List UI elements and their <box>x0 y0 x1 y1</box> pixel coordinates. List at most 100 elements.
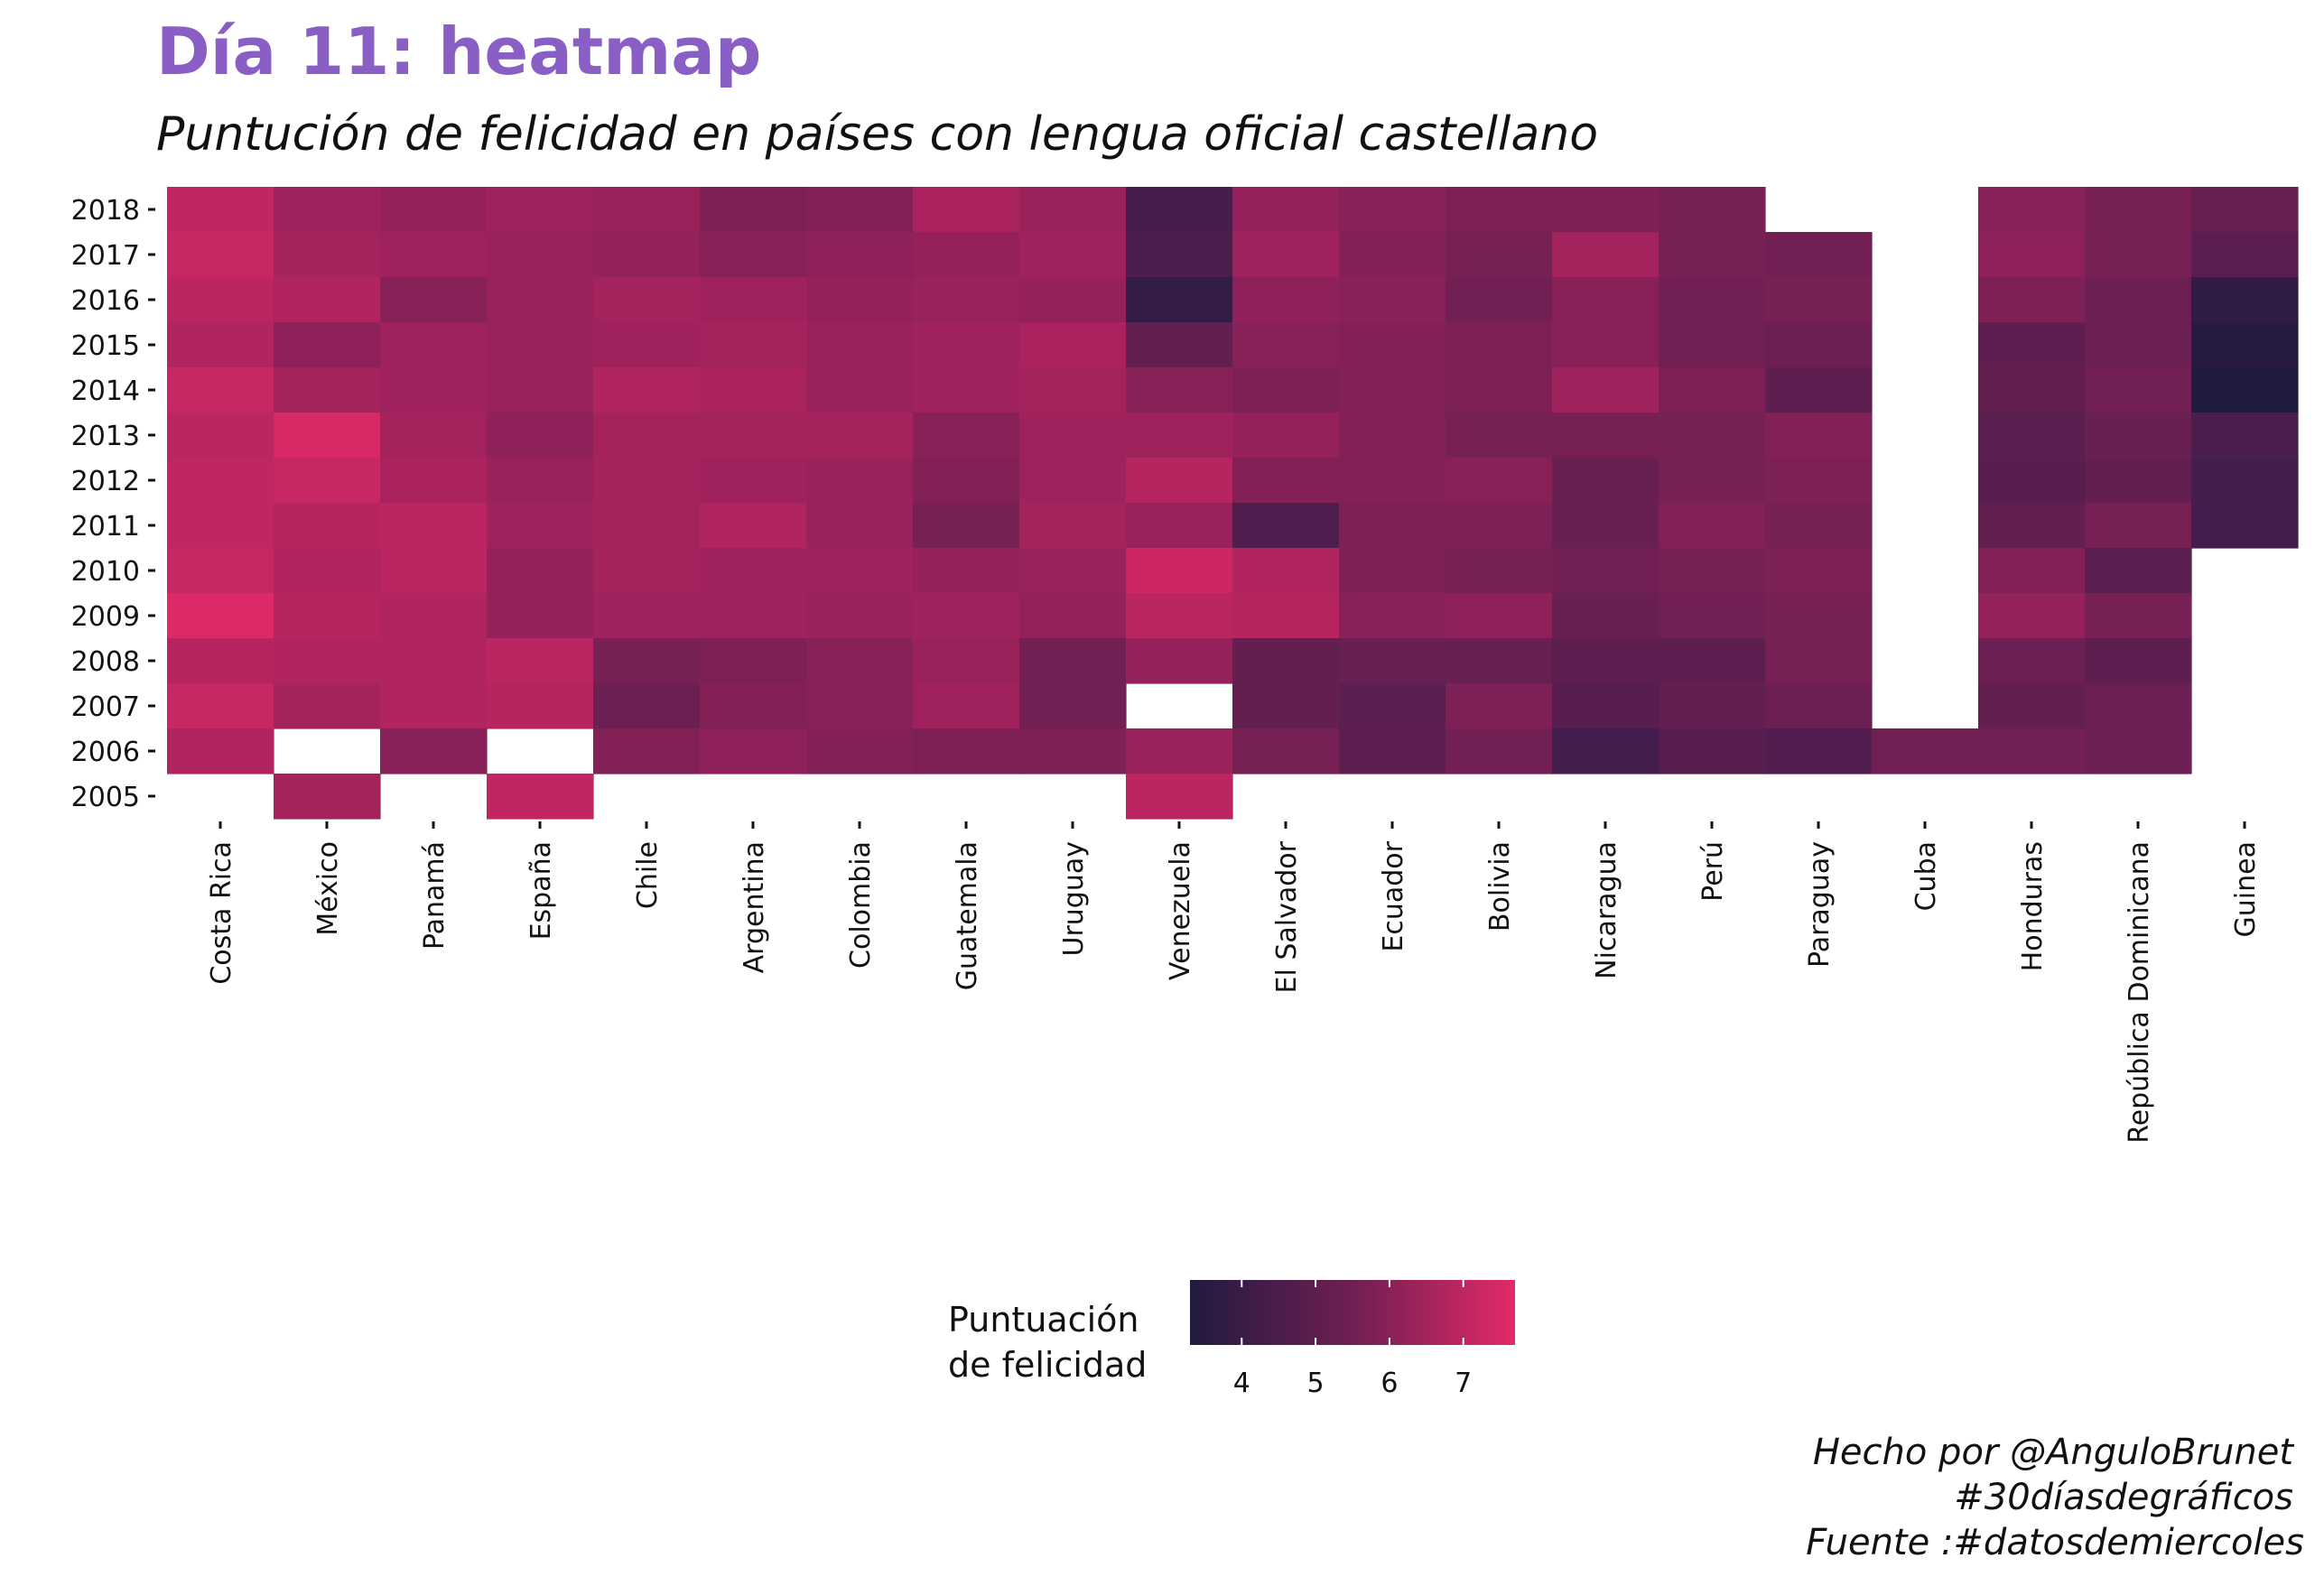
legend: Puntuación de felicidad 4 5 6 7 <box>948 1280 1515 1399</box>
x-tick-label: México <box>312 841 344 936</box>
heatmap-cell <box>806 458 914 504</box>
caption-hashtag: #30díasdegráficos <box>1954 1477 2293 1518</box>
heatmap-cell <box>700 277 807 323</box>
heatmap-cell <box>913 187 1020 233</box>
heatmap-cell <box>1019 593 1127 639</box>
heatmap-cell <box>167 187 274 233</box>
heatmap-cell <box>913 322 1020 368</box>
x-tick-label: Ecuador <box>1378 840 1409 951</box>
heatmap-cell <box>1232 232 1340 278</box>
heatmap-cell <box>380 232 488 278</box>
heatmap-cell <box>274 774 381 820</box>
heatmap-cell <box>1232 593 1340 639</box>
heatmap-cell <box>700 638 807 684</box>
heatmap-cell <box>1232 548 1340 594</box>
heatmap-cell <box>274 593 381 639</box>
heatmap-cell <box>487 187 594 233</box>
heatmap-cell <box>2191 277 2299 323</box>
heatmap-cell <box>1552 548 1659 594</box>
heatmap-cell <box>1339 232 1446 278</box>
heatmap-cell <box>167 548 274 594</box>
heatmap-cell <box>806 503 914 549</box>
heatmap-cell <box>1659 187 1766 233</box>
x-tick-label: Guatemala <box>952 841 983 990</box>
heatmap-cell <box>2191 503 2299 549</box>
heatmap-cell <box>274 638 381 684</box>
heatmap-cell <box>913 638 1020 684</box>
heatmap-cell <box>1978 413 2086 459</box>
heatmap-cell <box>487 277 594 323</box>
heatmap-cell <box>593 367 701 413</box>
heatmap-cell <box>1339 683 1446 729</box>
heatmap-cell <box>1126 187 1233 233</box>
heatmap-cell <box>1659 277 1766 323</box>
y-tick-label: 2005 <box>71 782 140 813</box>
x-tick-label: Costa Rica <box>206 841 237 985</box>
heatmap-cell <box>806 367 914 413</box>
heatmap-cell <box>380 728 488 774</box>
heatmap-cell <box>1978 367 2086 413</box>
heatmap-cell <box>1552 367 1659 413</box>
heatmap-cell <box>1446 503 1553 549</box>
heatmap-cell <box>913 413 1020 459</box>
heatmap-cell <box>487 413 594 459</box>
heatmap-cell <box>1019 367 1127 413</box>
heatmap-cell <box>487 638 594 684</box>
heatmap-cell <box>274 503 381 549</box>
heatmap-cell <box>1019 187 1127 233</box>
heatmap-cell <box>1552 277 1659 323</box>
x-tick-label: Chile <box>632 841 664 909</box>
heatmap-cell <box>1232 367 1340 413</box>
caption: Hecho por @AnguloBrunet #30díasdegráfico… <box>1806 1432 2304 1563</box>
heatmap-cell <box>1446 593 1553 639</box>
heatmap-cell <box>2085 683 2192 729</box>
heatmap-cell <box>1232 322 1340 368</box>
heatmap-cell <box>1019 548 1127 594</box>
x-tick-label: Guinea <box>2230 841 2262 937</box>
heatmap-cell <box>2085 548 2192 594</box>
heatmap-cell <box>380 322 488 368</box>
heatmap-cell <box>2191 232 2299 278</box>
heatmap-cell <box>593 683 701 729</box>
heatmap-cell <box>167 683 274 729</box>
chart-subtitle: Puntución de felicidad en países con len… <box>156 107 1598 162</box>
heatmap-cell <box>1446 367 1553 413</box>
x-tick-label: Panamá <box>419 841 451 950</box>
heatmap-cell <box>1126 638 1233 684</box>
heatmap-cell <box>1978 458 2086 504</box>
heatmap-cell <box>1765 277 1873 323</box>
heatmap-cell <box>700 187 807 233</box>
heatmap-cell <box>700 458 807 504</box>
heatmap-cell <box>913 548 1020 594</box>
heatmap-cell <box>1126 548 1233 594</box>
x-tick-label: España <box>525 841 557 940</box>
heatmap-cell <box>167 593 274 639</box>
heatmap-cell <box>1446 232 1553 278</box>
heatmap-cell <box>806 413 914 459</box>
chart-title: Día 11: heatmap <box>156 14 761 89</box>
heatmap-cell <box>167 232 274 278</box>
heatmap-cell <box>380 683 488 729</box>
heatmap-cell <box>2085 232 2192 278</box>
x-tick-label: Honduras <box>2017 841 2049 971</box>
legend-title-line1: Puntuación <box>948 1300 1139 1340</box>
heatmap-cell <box>593 638 701 684</box>
heatmap-cell <box>806 322 914 368</box>
heatmap-cell <box>380 367 488 413</box>
y-tick-label: 2017 <box>71 240 140 272</box>
heatmap-cell <box>1659 458 1766 504</box>
y-tick-label: 2008 <box>71 646 140 678</box>
heatmap-cell <box>1765 503 1873 549</box>
y-tick-label: 2011 <box>71 511 140 542</box>
heatmap-cell <box>1339 503 1446 549</box>
heatmap-cell <box>2085 322 2192 368</box>
heatmap-cell <box>913 593 1020 639</box>
heatmap-cell <box>593 548 701 594</box>
x-tick-label: Perú <box>1697 841 1729 902</box>
heatmap-cell <box>167 728 274 774</box>
heatmap-cell <box>593 593 701 639</box>
heatmap-cell <box>1765 232 1873 278</box>
heatmap-cell <box>593 503 701 549</box>
heatmap-cell <box>1978 322 2086 368</box>
heatmap-cell <box>167 413 274 459</box>
